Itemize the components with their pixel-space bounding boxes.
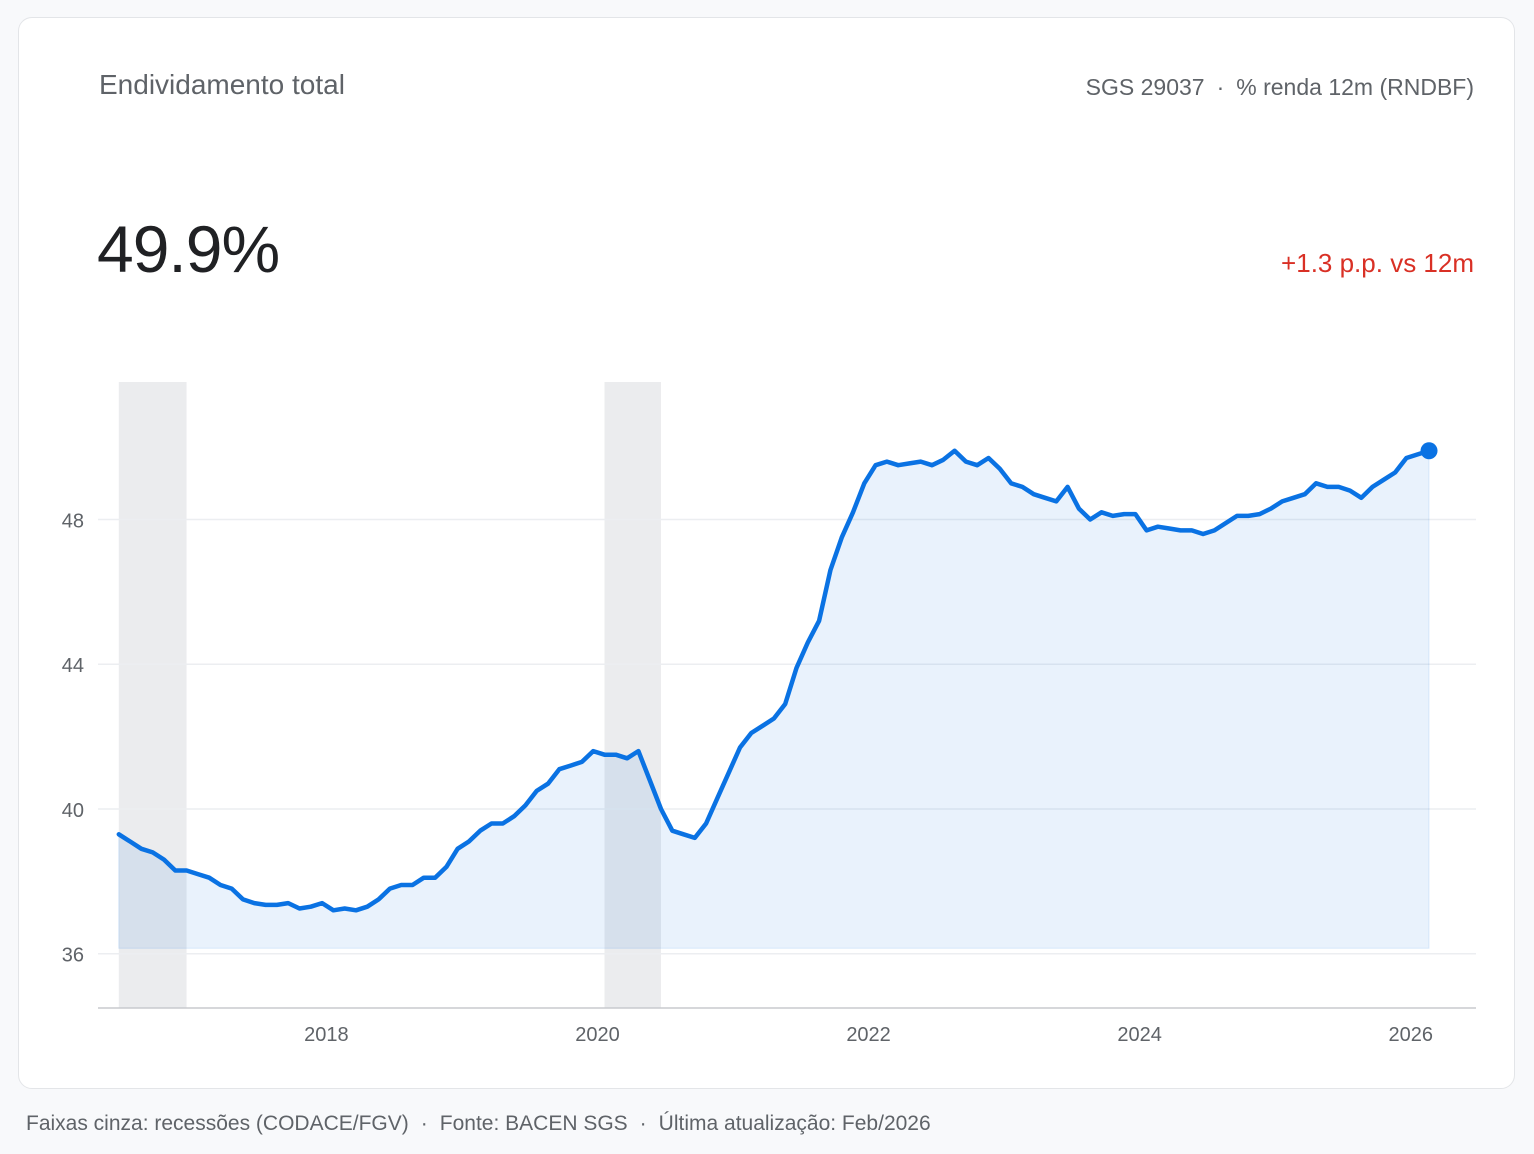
recession-bands <box>118 382 661 1008</box>
x-axis-ticks: 2018 2020 2022 2024 2026 <box>304 1024 1433 1046</box>
x-tick-label: 2020 <box>575 1024 620 1046</box>
chart-title: Endividamento total <box>99 69 345 100</box>
area-fill-layer <box>118 450 1430 949</box>
line-area-chart: 36 40 44 48 2018 2020 2022 2024 2026 <box>62 382 1476 1046</box>
recession-band <box>604 382 661 1008</box>
series-code: SGS 29037 <box>1085 74 1205 100</box>
recessions-note: Faixas cinza: recessões (CODACE/FGV) <box>26 1112 409 1135</box>
updated-note: Última atualização: Feb/2026 <box>658 1112 931 1135</box>
grid-lines <box>98 518 1476 955</box>
series-line-layer <box>116 442 1438 913</box>
series-meta: SGS 29037 · % renda 12m (RNDBF) <box>1086 74 1474 101</box>
footer-separator: · <box>420 1112 428 1135</box>
footer-separator: · <box>639 1112 647 1135</box>
kpi-value: 49.9% <box>97 212 280 286</box>
y-tick-label: 36 <box>62 945 84 967</box>
x-tick-label: 2018 <box>304 1024 349 1046</box>
recession-band <box>118 382 187 1008</box>
series-area <box>118 450 1430 949</box>
unit-label: % renda 12m (RNDBF) <box>1236 74 1474 100</box>
meta-separator: · <box>1216 74 1225 100</box>
source-note: Fonte: BACEN SGS <box>439 1112 628 1135</box>
chart-card: Endividamento total SGS 29037 · % renda 12… <box>18 17 1515 1089</box>
y-axis-ticks: 36 40 44 48 <box>62 511 84 967</box>
y-tick-label: 44 <box>62 655 84 677</box>
y-tick-label: 40 <box>62 800 84 822</box>
y-tick-label: 48 <box>62 511 84 533</box>
x-tick-label: 2024 <box>1117 1024 1162 1046</box>
x-tick-label: 2022 <box>846 1024 891 1046</box>
kpi-delta: +1.3 p.p. vs 12m <box>1281 248 1474 278</box>
series-line <box>116 448 1432 913</box>
last-value-point <box>1420 442 1438 460</box>
x-tick-label: 2026 <box>1388 1024 1433 1046</box>
chart-footer: Faixas cinza: recessões (CODACE/FGV) · Fon… <box>26 1112 931 1136</box>
